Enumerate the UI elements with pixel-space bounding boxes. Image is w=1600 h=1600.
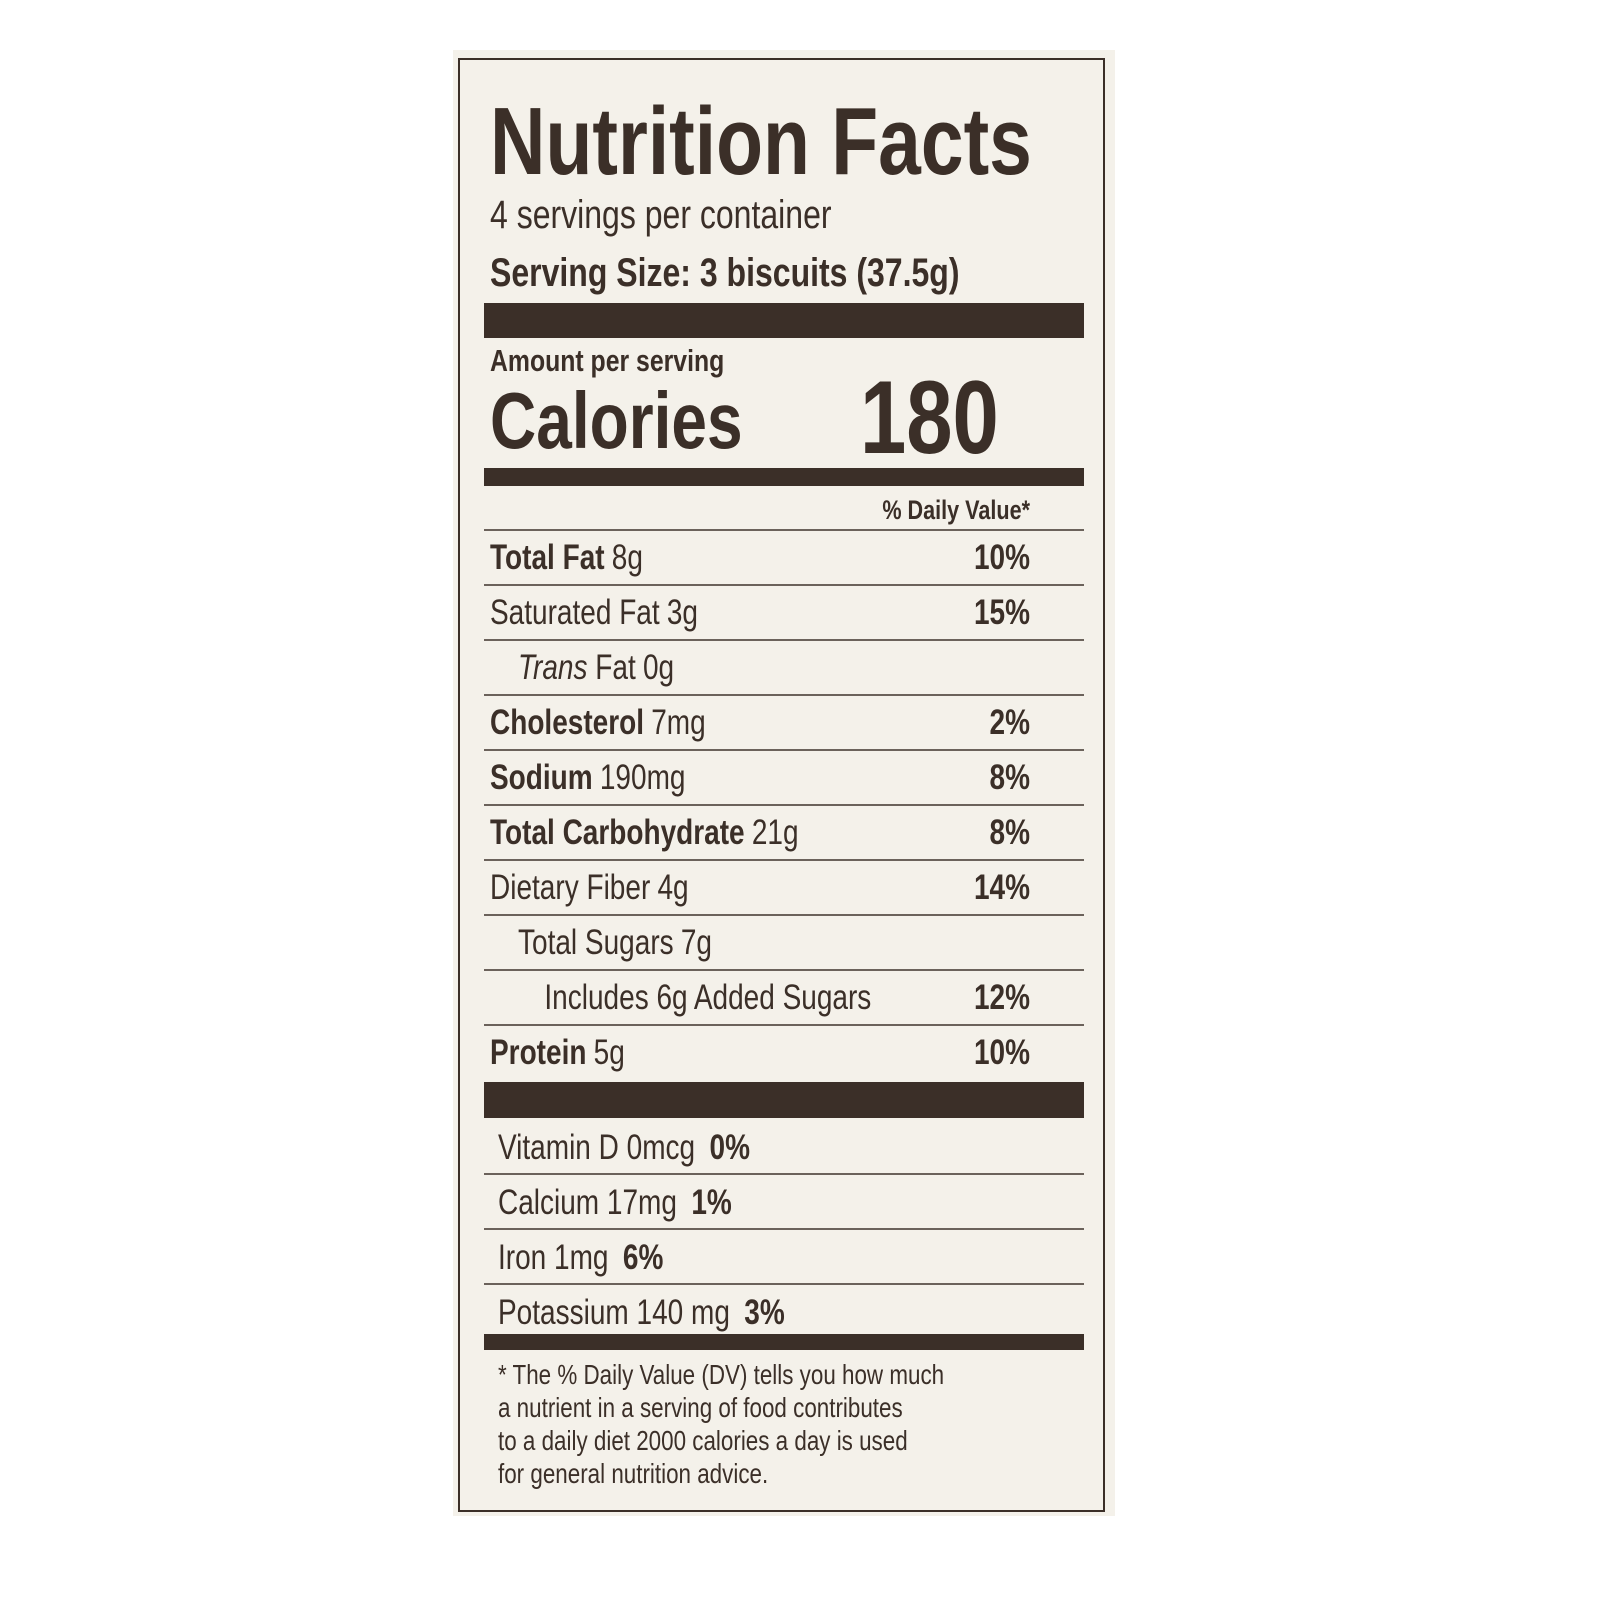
row-divider <box>484 694 1084 696</box>
label-border <box>458 58 1105 1512</box>
nutrient-row: Saturated Fat 3g 15% <box>490 585 1082 640</box>
nutrient-daily-value: 8% <box>989 758 1030 797</box>
calories-label: Calories <box>490 376 743 465</box>
row-divider <box>484 969 1084 971</box>
nutrient-row: Protein 5g 10% <box>490 1025 1082 1080</box>
nutrient-daily-value: 2% <box>989 703 1030 742</box>
nutrient-row: Trans Fat 0g <box>490 640 1082 695</box>
row-divider <box>484 1228 1084 1230</box>
nutrient-amount: 21g <box>751 813 799 852</box>
nutrient-name: Trans <box>518 648 588 687</box>
thick-divider <box>484 303 1084 338</box>
nutrient-row: Sodium 190mg 8% <box>490 750 1082 805</box>
nutrient-amount: 190mg <box>599 758 686 797</box>
nutrient-amount: 8g <box>611 538 643 577</box>
nutrient-name: Dietary Fiber <box>490 868 651 907</box>
nutrient-name: Sodium <box>490 758 593 797</box>
vitamin-name: Vitamin D 0mcg <box>498 1128 696 1167</box>
nutrition-label <box>453 50 1115 1516</box>
serving-size: Serving Size: 3 biscuits (37.5g) <box>490 251 960 295</box>
nutrient-amount: 7mg <box>651 703 706 742</box>
vitamin-name: Calcium 17mg <box>498 1183 677 1222</box>
nutrient-daily-value: 10% <box>973 538 1030 577</box>
nutrient-name-suffix: Fat <box>587 648 636 687</box>
nutrient-name: Includes 6g Added Sugars <box>544 978 872 1017</box>
vitamin-daily-value: 0% <box>709 1128 750 1167</box>
vitamin-row: Iron 1mg 6% <box>498 1230 1090 1285</box>
vitamin-row: Calcium 17mg 1% <box>498 1175 1090 1230</box>
label-title: Nutrition Facts <box>490 88 1032 195</box>
thick-divider <box>484 1082 1084 1118</box>
row-divider <box>484 804 1084 806</box>
row-divider <box>484 914 1084 916</box>
nutrient-row: Total Carbohydrate 21g 8% <box>490 805 1082 860</box>
nutrient-row: Total Fat 8g 10% <box>490 530 1082 585</box>
nutrient-name: Total Sugars <box>518 923 674 962</box>
nutrient-daily-value: 12% <box>973 978 1030 1017</box>
nutrient-daily-value: 8% <box>989 813 1030 852</box>
daily-value-header: % Daily Value* <box>882 495 1030 525</box>
nutrient-row: Total Sugars 7g <box>490 915 1082 970</box>
row-divider <box>484 639 1084 641</box>
vitamin-row: Potassium 140 mg 3% <box>498 1285 1090 1340</box>
vitamin-daily-value: 6% <box>622 1238 664 1277</box>
nutrient-name: Protein <box>490 1033 587 1072</box>
thick-divider <box>484 1334 1084 1350</box>
row-divider <box>484 584 1084 586</box>
nutrient-daily-value: 14% <box>973 868 1030 907</box>
nutrient-amount: 3g <box>666 593 699 632</box>
row-divider <box>484 859 1084 861</box>
nutrient-name: Cholesterol <box>490 703 645 742</box>
nutrient-name: Total Fat <box>490 538 605 577</box>
calories-value: 180 <box>860 360 999 476</box>
nutrient-row: Cholesterol 7mg 2% <box>490 695 1082 750</box>
nutrient-name: Saturated Fat <box>490 593 660 632</box>
footnote-line: to a daily diet 2000 calories a day is u… <box>498 1425 908 1456</box>
vitamin-name: Potassium 140 mg <box>498 1293 730 1332</box>
nutrient-daily-value: 10% <box>973 1033 1030 1072</box>
nutrient-amount: 0g <box>642 648 675 687</box>
row-divider <box>484 1283 1084 1285</box>
nutrient-daily-value: 15% <box>973 593 1030 632</box>
nutrient-amount: 7g <box>680 923 712 962</box>
nutrient-name: Total Carbohydrate <box>490 813 745 852</box>
footnote-line: a nutrient in a serving of food contribu… <box>498 1392 903 1423</box>
vitamin-row: Vitamin D 0mcg 0% <box>498 1120 1090 1175</box>
vitamin-daily-value: 3% <box>744 1293 785 1332</box>
medium-divider <box>484 468 1084 486</box>
footnote-line: * The % Daily Value (DV) tells you how m… <box>498 1359 945 1390</box>
row-divider <box>484 749 1084 751</box>
nutrient-amount: 4g <box>657 868 689 907</box>
nutrient-amount: 5g <box>593 1033 625 1072</box>
row-divider <box>484 1173 1084 1175</box>
nutrient-row: Dietary Fiber 4g 14% <box>490 860 1082 915</box>
servings-per-container: 4 servings per container <box>490 193 832 237</box>
row-divider <box>484 529 1084 531</box>
footnote-line: for general nutrition advice. <box>498 1458 769 1489</box>
vitamin-daily-value: 1% <box>691 1183 732 1222</box>
nutrient-row: Includes 6g Added Sugars 12% <box>490 970 1082 1025</box>
amount-per-serving: Amount per serving <box>490 343 725 378</box>
vitamin-name: Iron 1mg <box>498 1238 609 1277</box>
row-divider <box>484 1024 1084 1026</box>
